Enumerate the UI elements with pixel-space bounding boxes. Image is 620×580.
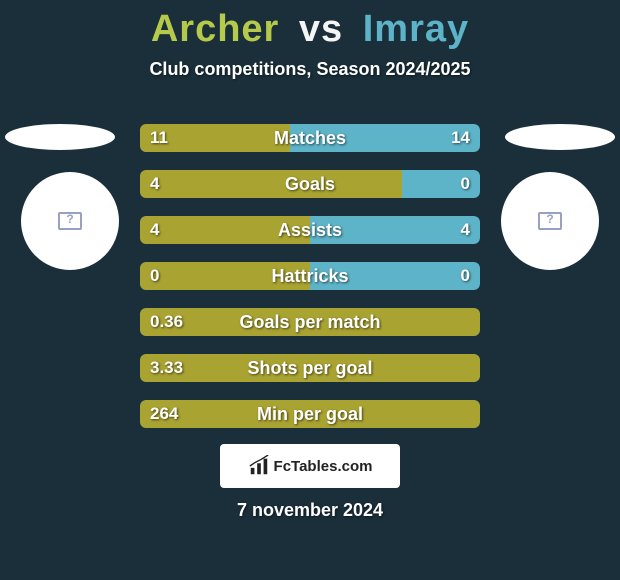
bar-left-fill <box>140 354 480 382</box>
stat-left-value: 4 <box>150 216 159 244</box>
stat-left-value: 0 <box>150 262 159 290</box>
stat-right-value: 0 <box>461 262 470 290</box>
stat-row: 1114Matches <box>140 124 480 152</box>
comparison-title: Archer vs Imray <box>0 0 620 51</box>
player2-avatar-circle <box>501 172 599 270</box>
stat-row: 40Goals <box>140 170 480 198</box>
player2-team-ellipse <box>505 124 615 150</box>
stat-row: 44Assists <box>140 216 480 244</box>
player1-avatar-circle <box>21 172 119 270</box>
stat-left-value: 0.36 <box>150 308 183 336</box>
subtitle: Club competitions, Season 2024/2025 <box>0 59 620 80</box>
stat-row: 3.33Shots per goal <box>140 354 480 382</box>
stat-left-value: 4 <box>150 170 159 198</box>
placeholder-badge-icon <box>538 212 562 230</box>
logo-text: FcTables.com <box>274 458 373 475</box>
placeholder-badge-icon <box>58 212 82 230</box>
stat-row: 00Hattricks <box>140 262 480 290</box>
fctables-logo: FcTables.com <box>220 444 400 488</box>
bar-chart-icon <box>248 455 270 477</box>
stat-row: 0.36Goals per match <box>140 308 480 336</box>
bar-left-fill <box>140 262 310 290</box>
bar-left-fill <box>140 400 480 428</box>
player2-name: Imray <box>363 8 469 50</box>
stat-right-value: 0 <box>461 170 470 198</box>
player1-name: Archer <box>151 8 280 50</box>
stat-left-value: 264 <box>150 400 178 428</box>
comparison-bars: 1114Matches40Goals44Assists00Hattricks0.… <box>140 124 480 446</box>
stat-row: 264Min per goal <box>140 400 480 428</box>
player1-team-ellipse <box>5 124 115 150</box>
vs-label: vs <box>299 8 343 50</box>
stat-right-value: 4 <box>461 216 470 244</box>
bar-left-fill <box>140 308 480 336</box>
stat-left-value: 11 <box>150 124 168 152</box>
stat-right-value: 14 <box>451 124 470 152</box>
bar-left-fill <box>140 216 310 244</box>
bar-left-fill <box>140 170 402 198</box>
date-label: 7 november 2024 <box>0 500 620 521</box>
stat-left-value: 3.33 <box>150 354 183 382</box>
